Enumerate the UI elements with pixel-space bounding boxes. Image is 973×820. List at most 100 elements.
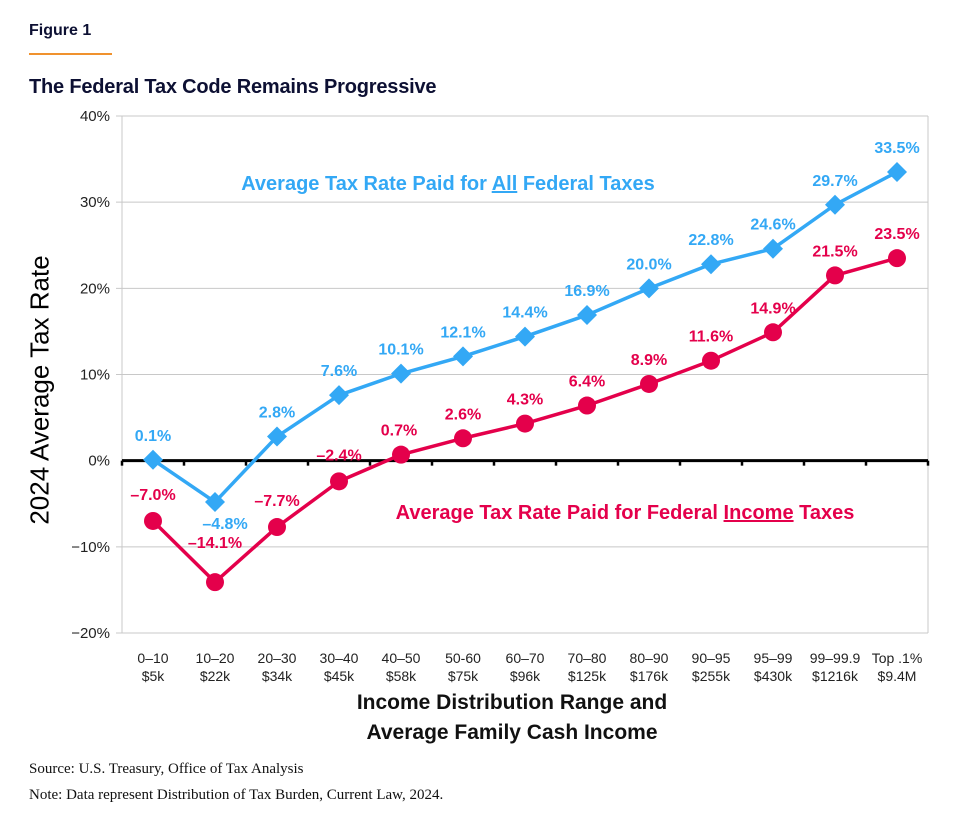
data-point-circle: [516, 414, 534, 433]
data-point-diamond: [205, 492, 225, 513]
source-note: Source: U.S. Treasury, Office of Tax Ana…: [29, 761, 304, 777]
data-label: –4.8%: [202, 516, 247, 533]
data-point-circle: [578, 396, 596, 415]
x-axis-label-line-1: Income Distribution Range and: [356, 691, 668, 714]
data-point-circle: [268, 518, 286, 537]
annotation-text: Federal Taxes: [517, 173, 654, 195]
x-category-range-label: 99–99.9: [810, 650, 861, 666]
data-label: 2.8%: [259, 405, 295, 422]
data-label: 33.5%: [874, 140, 919, 157]
x-category-income-label: $5k: [142, 668, 166, 684]
y-tick-label: 30%: [80, 194, 110, 211]
x-category-range-label: Top .1%: [872, 650, 923, 666]
x-category-income-label: $34k: [262, 668, 293, 684]
x-category-range-label: 95–99: [754, 650, 793, 666]
data-point-diamond: [763, 238, 783, 259]
x-category-range-label: 80–90: [630, 650, 669, 666]
gridlines: [116, 115, 929, 634]
x-category-range-label: 70–80: [568, 650, 607, 666]
data-label: 23.5%: [874, 226, 919, 243]
data-point-circle: [144, 511, 162, 530]
data-label: 0.1%: [135, 428, 171, 445]
annotation-emphasis: Income: [724, 502, 794, 524]
data-label: 4.3%: [507, 392, 543, 409]
x-category-income-label: $255k: [692, 668, 731, 684]
y-tick-label: 20%: [80, 280, 110, 297]
data-label: 14.4%: [502, 305, 547, 322]
data-point-diamond: [515, 326, 535, 347]
data-point-diamond: [329, 385, 349, 406]
x-category-range-label: 20–30: [258, 650, 297, 666]
zero-axis: [120, 459, 930, 466]
data-label: 22.8%: [688, 232, 733, 249]
x-category-income-label: $22k: [200, 668, 231, 684]
data-label: 0.7%: [381, 423, 417, 440]
data-label: 16.9%: [564, 283, 609, 300]
x-axis-label: Income Distribution Range and Average Fa…: [357, 688, 667, 748]
x-category-income-label: $9.4M: [878, 668, 917, 684]
data-point-diamond: [825, 194, 845, 215]
data-point-diamond: [267, 426, 287, 447]
data-point-circle: [702, 351, 720, 370]
x-category-income-label: $430k: [754, 668, 793, 684]
data-label: 10.1%: [378, 342, 423, 359]
data-label: 2.6%: [445, 406, 481, 423]
x-category-range-label: 90–95: [692, 650, 731, 666]
x-category-income-label: $58k: [386, 668, 417, 684]
y-tick-label: −20%: [71, 625, 110, 642]
x-category-range-label: 50-60: [445, 650, 481, 666]
x-category-income-label: $176k: [630, 668, 669, 684]
data-note: Note: Data represent Distribution of Tax…: [29, 787, 444, 803]
y-axis-label: 2024 Average Tax Rate: [24, 255, 55, 525]
data-label: 21.5%: [812, 243, 857, 260]
data-point-circle: [888, 249, 906, 268]
data-point-diamond: [701, 254, 721, 275]
data-label: 14.9%: [750, 300, 795, 317]
data-label: 11.6%: [689, 329, 733, 346]
x-category-range-label: 40–50: [382, 650, 421, 666]
x-category-income-label: $75k: [448, 668, 479, 684]
annotations: Average Tax Rate Paid for All Federal Ta…: [241, 173, 854, 524]
data-label: –7.7%: [254, 493, 299, 510]
x-category-range-label: 60–70: [506, 650, 545, 666]
y-tick-label: 10%: [80, 367, 110, 384]
x-category-range-label: 30–40: [320, 650, 359, 666]
data-label: –2.4%: [316, 447, 361, 464]
y-tick-label: 40%: [80, 108, 110, 125]
annotation-text: Average Tax Rate Paid for Federal: [396, 502, 724, 524]
x-category-income-label: $125k: [568, 668, 607, 684]
data-point-diamond: [577, 305, 597, 326]
annotation-text: Average Tax Rate Paid for: [241, 173, 491, 195]
data-point-circle: [454, 429, 472, 448]
data-point-circle: [392, 445, 410, 464]
x-category-income-label: $1216k: [812, 668, 859, 684]
annotation-text: Taxes: [794, 502, 855, 524]
y-tick-label: −10%: [71, 539, 110, 556]
data-label: –14.1%: [188, 535, 242, 552]
annotation-federal-income-taxes: Average Tax Rate Paid for Federal Income…: [396, 502, 855, 524]
series-all-federal-taxes: 0.1% –4.8% 2.8% 7.6% 10.1% 12.1% 14.4% 16.9% 20.…: [135, 140, 920, 533]
data-label: 12.1%: [440, 324, 485, 341]
data-label: 7.6%: [321, 363, 357, 380]
x-category-range-label: 10–20: [196, 650, 235, 666]
data-point-circle: [330, 472, 348, 491]
data-point-diamond: [639, 278, 659, 299]
chart-title: The Federal Tax Code Remains Progressive: [29, 76, 437, 98]
data-point-diamond: [453, 346, 473, 367]
data-label: 6.4%: [569, 374, 605, 391]
data-point-circle: [826, 266, 844, 285]
figure-label-rule: [29, 53, 112, 55]
data-point-diamond: [391, 363, 411, 384]
x-category-income-label: $45k: [324, 668, 355, 684]
data-label: 29.7%: [812, 173, 857, 190]
data-point-diamond: [887, 162, 907, 183]
y-tick-label: 0%: [88, 453, 110, 470]
data-point-diamond: [143, 449, 163, 470]
data-point-circle: [640, 374, 658, 393]
figure-label: Figure 1: [29, 22, 92, 39]
annotation-all-federal-taxes: Average Tax Rate Paid for All Federal Ta…: [241, 173, 655, 195]
y-axis-ticks: 40% 30% 20% 10% 0% −10% −20%: [71, 108, 110, 642]
x-axis-label-line-2: Average Family Cash Income: [366, 721, 658, 744]
series-federal-income-taxes: –7.0% –14.1% –7.7% –2.4% 0.7% 2.6% 4.3% 6.4% 8.9…: [130, 226, 920, 592]
